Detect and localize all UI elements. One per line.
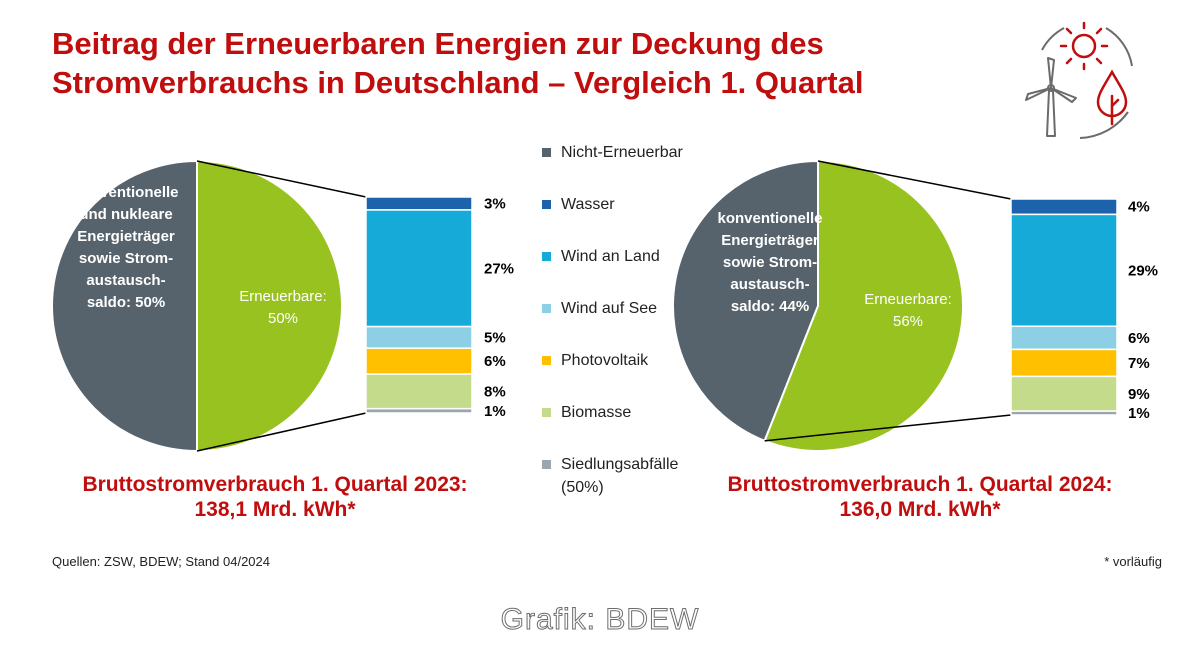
legend-item-wasser: Wasser bbox=[542, 192, 712, 244]
breakdown-labels: 4% 29% 6% 7% 9% 1% bbox=[1128, 199, 1158, 422]
bar-value-label: 3% bbox=[484, 195, 506, 212]
legend-label: Wind auf See bbox=[561, 300, 658, 317]
legend-swatch bbox=[542, 356, 551, 365]
connector-bottom bbox=[764, 414, 1012, 442]
bar-segment-wasser bbox=[365, 196, 473, 211]
caption-2023-line-1: Bruttostromverbrauch 1. Quartal 2023: bbox=[82, 473, 468, 496]
bar-segment-photovoltaik bbox=[1010, 348, 1118, 378]
breakdown-bars bbox=[1010, 198, 1118, 416]
bar-segment-wasser bbox=[1010, 198, 1118, 216]
connector-top bbox=[817, 160, 1012, 200]
bar-segment-wind-auf-see bbox=[365, 325, 473, 349]
bar-value-label: 6% bbox=[1128, 330, 1150, 347]
legend-item-biomasse: Biomasse bbox=[542, 400, 712, 452]
logo-arc-bottom bbox=[1079, 111, 1129, 139]
title-line-2: Stromverbrauchs in Deutschland – Verglei… bbox=[52, 65, 864, 100]
bar-segment-siedlungsabf-lle bbox=[1010, 410, 1118, 416]
pie-slice-erneuerbare bbox=[763, 159, 964, 452]
graphic-credit: Grafik: BDEW bbox=[500, 603, 700, 637]
legend-label: Siedlungsabfälle (50%) bbox=[561, 456, 679, 496]
pie-label-nicht-erneuerbar: konventionelle Energieträger sowie Strom-a… bbox=[717, 210, 822, 315]
legend-label: Photovoltaik bbox=[561, 352, 649, 369]
bar-value-label: 27% bbox=[484, 260, 514, 277]
bar-value-label: 6% bbox=[484, 353, 506, 370]
bar-value-label: 1% bbox=[484, 403, 506, 420]
caption-2023-line-2: 138,1 Mrd. kWh* bbox=[194, 498, 356, 521]
bar-segment-wind-auf-see bbox=[1010, 325, 1118, 351]
bar-value-label: 4% bbox=[1128, 199, 1150, 216]
drop-icon bbox=[1096, 69, 1128, 126]
wind-turbine-icon bbox=[1025, 57, 1077, 137]
pie-slice-nicht-erneuerbar bbox=[51, 159, 198, 453]
legend-swatch bbox=[542, 460, 551, 469]
bar-value-label: 9% bbox=[1128, 386, 1150, 403]
breakdown-bars bbox=[365, 196, 473, 414]
legend-swatch bbox=[542, 200, 551, 209]
caption-2024-line-2: 136,0 Mrd. kWh* bbox=[839, 498, 1001, 521]
legend-label: Wasser bbox=[561, 196, 615, 213]
title-line-1: Beitrag der Erneuerbaren Energien zur De… bbox=[52, 26, 824, 61]
connector-bottom bbox=[196, 412, 367, 452]
caption-2024: Bruttostromverbrauch 1. Quartal 2024: 13… bbox=[680, 472, 1160, 522]
bar-value-label: 5% bbox=[484, 329, 506, 346]
legend-swatch bbox=[542, 252, 551, 261]
chart-2023: 3% 27% 5% 6% 8% 1% konventionelle und nukleare… bbox=[51, 159, 514, 453]
caption-2023: Bruttostromverbrauch 1. Quartal 2023: 13… bbox=[40, 472, 510, 522]
pie-slice-nicht-erneuerbar bbox=[672, 159, 819, 443]
legend-item-wind-auf-see: Wind auf See bbox=[542, 296, 712, 348]
legend-item-nicht-erneuerbar: Nicht-Erneuerbar bbox=[542, 140, 712, 192]
bar-segment-biomasse bbox=[1010, 375, 1118, 412]
footnote: * vorläufig bbox=[1104, 554, 1162, 569]
bar-segment-wind-an-land bbox=[1010, 213, 1118, 328]
bar-segment-photovoltaik bbox=[365, 347, 473, 375]
caption-2024-line-1: Bruttostromverbrauch 1. Quartal 2024: bbox=[727, 473, 1113, 496]
logo-arc-right bbox=[1105, 27, 1133, 67]
pie-label-erneuerbare: Erneuerbare: 56% bbox=[864, 291, 952, 330]
bar-value-label: 1% bbox=[1128, 405, 1150, 422]
breakdown-labels: 3% 27% 5% 6% 8% 1% bbox=[484, 195, 514, 419]
legend: Nicht-Erneuerbar Wasser Wind an Land Win… bbox=[542, 140, 712, 504]
legend-label: Nicht-Erneuerbar bbox=[561, 144, 683, 161]
page-title: Beitrag der Erneuerbaren Energien zur De… bbox=[52, 24, 952, 102]
bar-segment-biomasse bbox=[365, 373, 473, 410]
legend-swatch bbox=[542, 148, 551, 157]
legend-item-siedlungsabfaelle: Siedlungsabfälle (50%) bbox=[542, 452, 712, 504]
bar-value-label: 29% bbox=[1128, 262, 1158, 279]
bar-segment-siedlungsabf-lle bbox=[365, 407, 473, 414]
pie-slice-erneuerbare bbox=[196, 159, 343, 453]
legend-label: Wind an Land bbox=[561, 248, 660, 265]
legend-item-wind-an-land: Wind an Land bbox=[542, 244, 712, 296]
pie-label-erneuerbare: Erneuerbare: 50% bbox=[239, 288, 327, 327]
pie-label-nicht-erneuerbar: konventionelle und nukleare Energieträger s… bbox=[73, 184, 178, 311]
sources-text: Quellen: ZSW, BDEW; Stand 04/2024 bbox=[52, 554, 270, 569]
legend-item-photovoltaik: Photovoltaik bbox=[542, 348, 712, 400]
bar-value-label: 7% bbox=[1128, 355, 1150, 372]
chart-2024: 4% 29% 6% 7% 9% 1% konventionelle Energieträge… bbox=[672, 159, 1158, 452]
legend-label: Biomasse bbox=[561, 404, 632, 421]
bar-segment-wind-an-land bbox=[365, 209, 473, 328]
logo-arc bbox=[1041, 27, 1065, 51]
energy-logo bbox=[1025, 21, 1133, 139]
legend-swatch bbox=[542, 408, 551, 417]
connector-top bbox=[196, 160, 367, 198]
bar-value-label: 8% bbox=[484, 383, 506, 400]
legend-swatch bbox=[542, 304, 551, 313]
sun-icon bbox=[1059, 21, 1109, 71]
